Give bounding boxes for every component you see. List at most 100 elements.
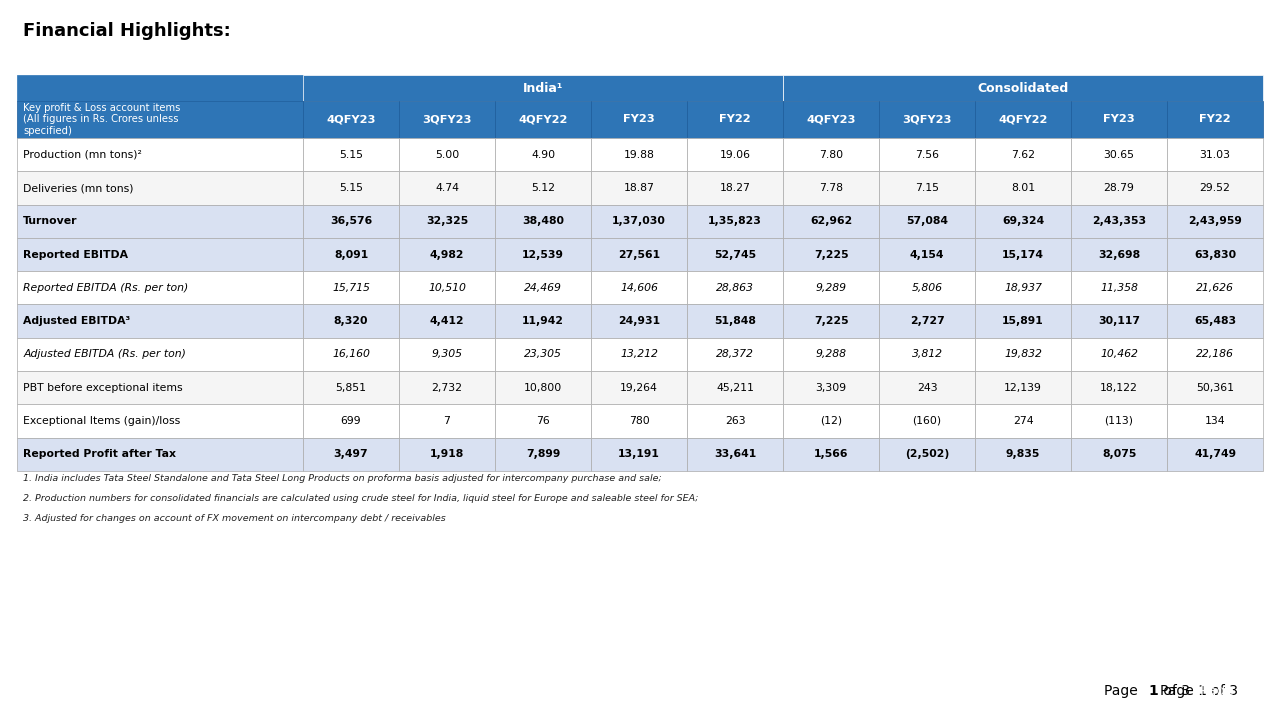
Bar <box>1167 138 1263 171</box>
Text: 699: 699 <box>340 416 361 426</box>
Text: 10,462: 10,462 <box>1101 349 1138 359</box>
Text: 274: 274 <box>1012 416 1033 426</box>
Text: FY23: FY23 <box>1103 114 1135 125</box>
Text: 12,539: 12,539 <box>522 250 564 259</box>
Text: 3QFY23: 3QFY23 <box>422 114 472 125</box>
Text: 8,075: 8,075 <box>1102 449 1137 459</box>
Bar <box>495 404 591 438</box>
Text: 134: 134 <box>1204 416 1225 426</box>
Text: 9,288: 9,288 <box>815 349 846 359</box>
Bar <box>591 138 687 171</box>
Text: 41,749: 41,749 <box>1194 449 1236 459</box>
Text: 4,412: 4,412 <box>430 316 465 326</box>
Bar <box>975 101 1071 138</box>
Text: 7.62: 7.62 <box>1011 150 1036 160</box>
Text: 4QFY23: 4QFY23 <box>806 114 856 125</box>
Bar <box>399 238 495 271</box>
Bar <box>591 404 687 438</box>
Text: 30.65: 30.65 <box>1103 150 1134 160</box>
Text: 29.52: 29.52 <box>1199 183 1230 193</box>
Bar <box>1167 404 1263 438</box>
Text: 28.79: 28.79 <box>1103 183 1134 193</box>
Bar <box>17 438 303 471</box>
Bar <box>591 305 687 338</box>
Bar <box>1071 238 1167 271</box>
Bar <box>783 371 879 404</box>
Bar <box>687 238 783 271</box>
Bar <box>591 371 687 404</box>
Text: 23,305: 23,305 <box>524 349 562 359</box>
Text: 62,962: 62,962 <box>810 216 852 226</box>
Text: 28,372: 28,372 <box>716 349 754 359</box>
Bar <box>687 271 783 305</box>
Text: 8.01: 8.01 <box>1011 183 1036 193</box>
Text: 7.80: 7.80 <box>819 150 844 160</box>
Text: 9,305: 9,305 <box>431 349 462 359</box>
Text: 1. India includes Tata Steel Standalone and Tata Steel Long Products on proforma: 1. India includes Tata Steel Standalone … <box>23 474 662 483</box>
Bar <box>975 338 1071 371</box>
Text: 32,698: 32,698 <box>1098 250 1140 259</box>
Bar <box>879 404 975 438</box>
Bar <box>591 101 687 138</box>
Bar <box>687 305 783 338</box>
Bar <box>17 371 303 404</box>
Bar <box>975 438 1071 471</box>
Bar <box>303 271 399 305</box>
Text: 36,576: 36,576 <box>330 216 372 226</box>
Bar <box>399 101 495 138</box>
Bar <box>399 404 495 438</box>
Text: 1,35,823: 1,35,823 <box>708 216 762 226</box>
Bar <box>687 204 783 238</box>
Text: 18,122: 18,122 <box>1101 382 1138 392</box>
Text: 8,091: 8,091 <box>334 250 369 259</box>
Text: FY22: FY22 <box>719 114 751 125</box>
Bar <box>783 438 879 471</box>
Text: 3QFY23: 3QFY23 <box>902 114 952 125</box>
Text: 10,800: 10,800 <box>524 382 562 392</box>
Bar <box>399 371 495 404</box>
Bar <box>687 171 783 204</box>
Text: 7: 7 <box>444 416 451 426</box>
Text: Adjusted EBITDA³: Adjusted EBITDA³ <box>23 316 131 326</box>
Text: 5.12: 5.12 <box>531 183 556 193</box>
Text: 3. Adjusted for changes on account of FX movement on intercompany debt / receiva: 3. Adjusted for changes on account of FX… <box>23 514 445 523</box>
Bar <box>303 338 399 371</box>
Bar <box>591 338 687 371</box>
Bar <box>783 305 879 338</box>
Text: 31.03: 31.03 <box>1199 150 1230 160</box>
Bar <box>687 101 783 138</box>
Bar <box>1167 371 1263 404</box>
Text: 7,899: 7,899 <box>526 449 561 459</box>
Text: 3,309: 3,309 <box>815 382 846 392</box>
Bar <box>1071 305 1167 338</box>
Text: PBT before exceptional items: PBT before exceptional items <box>23 382 183 392</box>
Text: 2,732: 2,732 <box>431 382 462 392</box>
Text: Adjusted EBITDA (Rs. per ton): Adjusted EBITDA (Rs. per ton) <box>23 349 186 359</box>
Text: 18.27: 18.27 <box>719 183 750 193</box>
Text: 3,497: 3,497 <box>334 449 369 459</box>
Bar <box>879 171 975 204</box>
Text: 11,358: 11,358 <box>1101 283 1138 293</box>
Bar <box>975 371 1071 404</box>
Text: Production (mn tons)²: Production (mn tons)² <box>23 150 142 160</box>
Text: 2,727: 2,727 <box>910 316 945 326</box>
Bar <box>591 238 687 271</box>
Bar <box>495 238 591 271</box>
Text: India¹: India¹ <box>522 81 563 94</box>
Bar <box>591 438 687 471</box>
Bar <box>975 138 1071 171</box>
Text: 13,191: 13,191 <box>618 449 660 459</box>
Bar <box>17 338 303 371</box>
Text: 69,324: 69,324 <box>1002 216 1044 226</box>
Text: 4.90: 4.90 <box>531 150 556 160</box>
Text: 51,848: 51,848 <box>714 316 756 326</box>
Text: 2,43,959: 2,43,959 <box>1188 216 1242 226</box>
Text: 24,931: 24,931 <box>618 316 660 326</box>
Text: 18,937: 18,937 <box>1004 283 1042 293</box>
Text: Reported EBITDA (Rs. per ton): Reported EBITDA (Rs. per ton) <box>23 283 188 293</box>
Bar <box>303 305 399 338</box>
Bar <box>687 138 783 171</box>
Bar <box>879 238 975 271</box>
Text: 52,745: 52,745 <box>714 250 756 259</box>
Bar <box>1071 101 1167 138</box>
